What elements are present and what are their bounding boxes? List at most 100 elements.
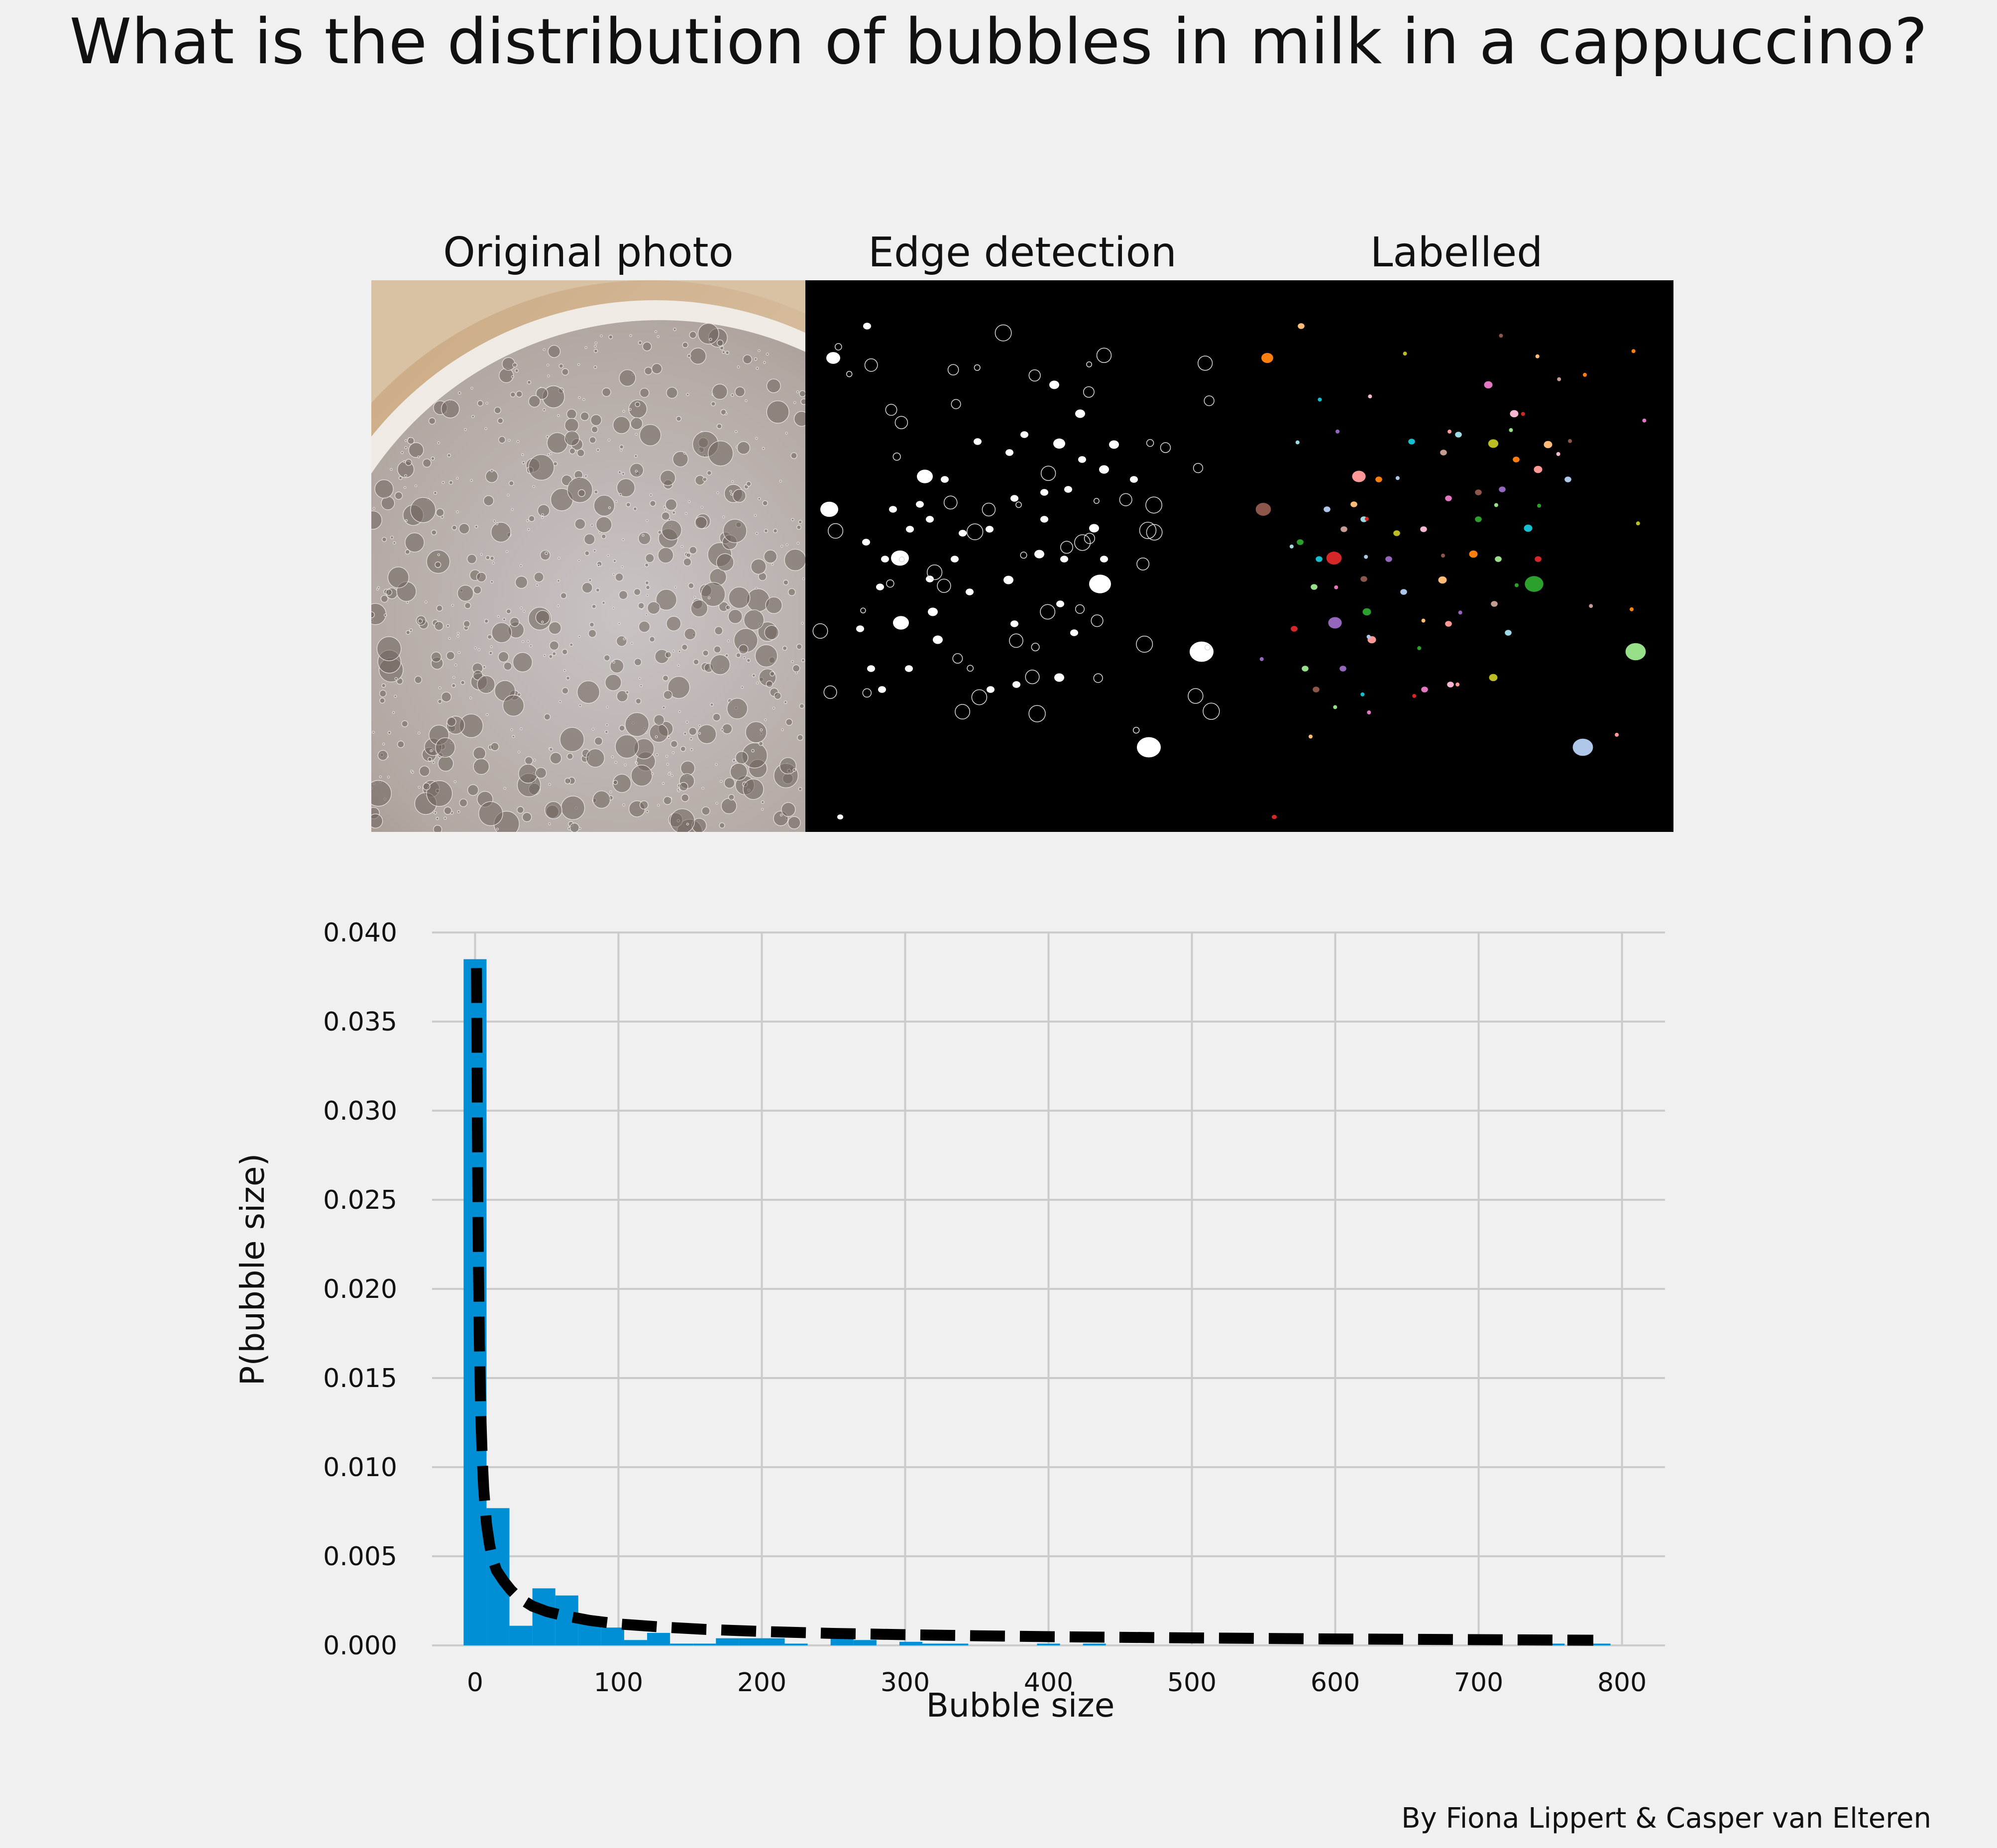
foam-bubble <box>497 418 504 424</box>
foam-bubble <box>799 390 805 397</box>
foam-bubble <box>430 749 433 752</box>
edge-blob <box>1053 438 1065 449</box>
edge-ring <box>886 579 894 588</box>
foam-bubble <box>518 750 521 754</box>
foam-bubble <box>725 653 729 658</box>
foam-bubble <box>603 654 610 661</box>
foam-bubble <box>801 658 805 663</box>
foam-bubble <box>584 474 588 478</box>
foam-bubble <box>382 537 387 542</box>
edge-blob <box>1109 440 1119 449</box>
foam-bubble <box>771 563 774 566</box>
foam-bubble <box>626 502 631 507</box>
foam-bubble <box>478 801 503 826</box>
edge-blob <box>1010 620 1018 627</box>
edge-blobs <box>812 323 1220 820</box>
foam-bubble <box>635 698 642 704</box>
labelled-blob <box>1298 323 1305 329</box>
foam-bubble <box>755 532 759 535</box>
foam-bubble <box>371 813 383 828</box>
foam-bubble <box>544 713 551 720</box>
edge-ring <box>974 364 981 371</box>
edge-ring <box>1091 614 1104 627</box>
labelled-speck <box>1455 682 1460 687</box>
foam-bubble <box>377 586 380 589</box>
foam-bubble <box>385 589 393 596</box>
foam-bubble <box>666 763 669 766</box>
foam-bubble <box>657 804 660 807</box>
foam-bubble <box>622 410 625 413</box>
foam-bubble <box>377 750 388 761</box>
foam-bubble <box>422 459 432 468</box>
foam-bubble <box>678 710 681 713</box>
foam-bubble <box>634 658 642 666</box>
foam-bubble <box>547 374 550 377</box>
edge-ring <box>823 685 837 699</box>
foam-bubble <box>791 660 794 663</box>
foam-bubble <box>507 493 510 496</box>
foam-bubble <box>693 595 696 599</box>
foam-bubble <box>435 561 442 568</box>
chart-title: What is the distribution of bubbles in m… <box>69 5 1928 78</box>
foam-bubble <box>729 490 732 493</box>
histogram-bar <box>1542 1643 1565 1645</box>
foam-bubble <box>404 446 408 450</box>
edge-blob <box>881 556 889 563</box>
labelled-speck <box>1589 604 1593 608</box>
labelled-blob <box>1421 687 1428 693</box>
foam-bubble <box>717 340 724 346</box>
foam-bubble <box>642 534 645 537</box>
foam-bubble <box>638 602 645 609</box>
edge-ring <box>966 523 984 540</box>
panel-title-edge: Edge detection <box>868 229 1177 276</box>
foam-bubble <box>447 453 451 458</box>
foam-bubble <box>779 757 796 775</box>
edge-blob <box>941 476 949 483</box>
foam-bubble <box>593 549 596 553</box>
foam-bubble <box>435 737 455 758</box>
edge-blob <box>933 635 943 644</box>
foam-bubble <box>591 426 598 433</box>
foam-bubble <box>600 335 603 338</box>
foam-bubble <box>681 794 689 802</box>
foam-bubble <box>619 445 624 450</box>
foam-bubble <box>631 764 653 787</box>
foam-bubble <box>521 453 524 456</box>
foam-bubble <box>407 437 415 445</box>
foam-bubble <box>437 441 441 445</box>
foam-bubble <box>512 735 515 738</box>
foam-bubble <box>654 714 665 726</box>
labelled-blob <box>1491 601 1498 607</box>
foam-bubble <box>614 761 617 764</box>
foam-bubble <box>715 763 718 766</box>
y-tick-label: 0.005 <box>323 1542 397 1572</box>
labelled-blob <box>1360 576 1367 582</box>
foam-bubble <box>666 387 678 399</box>
labelled-blob <box>1255 503 1271 516</box>
foam-bubble <box>397 740 405 748</box>
foam-bubble <box>392 711 395 714</box>
foam-bubble <box>483 495 494 506</box>
original-photo-svg <box>371 280 805 832</box>
labelled-blob <box>1297 539 1304 545</box>
foam-bubble <box>390 536 394 540</box>
edge-ring <box>1204 395 1215 406</box>
foam-bubble <box>520 727 523 730</box>
labelled-speck <box>1537 503 1542 508</box>
labelled-speck <box>1309 734 1313 739</box>
foam-bubble <box>566 676 570 681</box>
labelled-image <box>1239 280 1673 832</box>
foam-bubble <box>510 728 513 731</box>
foam-bubble <box>672 649 675 653</box>
edge-blob <box>926 576 934 582</box>
foam-bubble <box>701 787 704 790</box>
foam-bubble <box>624 763 627 767</box>
labelled-blob <box>1625 643 1646 661</box>
foam-bubble <box>490 522 511 543</box>
edge-blob <box>820 501 838 517</box>
labelled-speck <box>1259 657 1264 661</box>
foam-bubble <box>578 703 582 707</box>
foam-bubble <box>384 613 387 617</box>
labelled-speck <box>1494 503 1498 507</box>
foam-bubble <box>613 416 631 434</box>
